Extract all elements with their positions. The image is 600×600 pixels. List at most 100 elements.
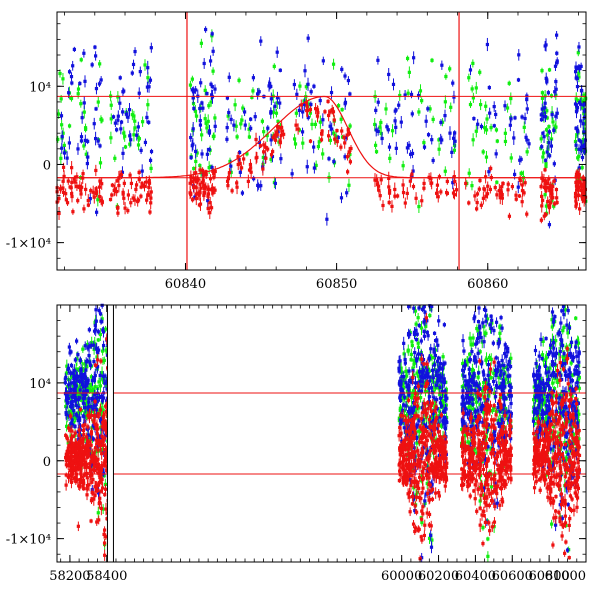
green-data-point [265, 133, 269, 138]
red-data-point [346, 170, 350, 174]
green-data-point [260, 119, 264, 123]
green-data-point [188, 83, 193, 87]
red-data-point [543, 180, 547, 184]
blue-data-point [542, 431, 546, 435]
green-data-point [577, 154, 581, 158]
red-data-point [204, 173, 208, 177]
blue-data-point [410, 112, 414, 116]
blue-data-point [312, 145, 316, 149]
blue-data-point [126, 115, 130, 119]
blue-data-point [344, 135, 348, 140]
blue-data-point [579, 88, 584, 93]
green-data-point [411, 389, 416, 393]
green-data-point [486, 537, 490, 541]
red-data-point [236, 162, 240, 167]
blue-data-point [575, 108, 579, 112]
red-data-point [209, 206, 214, 210]
blue-data-point [78, 81, 82, 86]
red-data-point [387, 188, 392, 193]
green-data-point [581, 99, 586, 103]
blue-data-point [582, 130, 586, 134]
red-data-point [86, 203, 90, 207]
red-data-point [410, 172, 414, 176]
blue-data-point [92, 122, 96, 126]
red-data-point [387, 185, 391, 189]
blue-data-point [492, 379, 496, 384]
green-data-point [416, 341, 420, 345]
green-data-point [398, 93, 402, 98]
green-data-point [476, 375, 480, 379]
green-data-point [487, 393, 491, 398]
blue-data-point [574, 413, 578, 417]
red-data-point [126, 193, 130, 197]
blue-data-point [531, 419, 536, 423]
blue-data-point [462, 349, 466, 353]
blue-data-point [550, 360, 555, 364]
red-data-point [375, 178, 379, 182]
blue-data-point [118, 76, 122, 80]
blue-data-point [417, 306, 421, 310]
red-data-point [445, 191, 449, 195]
green-data-point [580, 166, 584, 170]
red-data-point [275, 125, 280, 129]
red-data-point [435, 183, 440, 187]
blue-data-point [82, 51, 86, 55]
y-tick-label: -1×10⁴ [6, 237, 51, 252]
green-data-point [65, 415, 69, 419]
blue-data-point [266, 126, 270, 130]
blue-data-point [149, 149, 154, 154]
green-data-point [505, 106, 510, 110]
green-data-point [198, 163, 202, 168]
blue-data-point [269, 110, 273, 114]
green-data-point [101, 408, 105, 412]
green-data-point [401, 164, 405, 168]
blue-data-point [549, 373, 553, 377]
blue-data-point [575, 105, 580, 110]
green-data-point [122, 131, 126, 135]
green-data-point [562, 325, 566, 330]
green-data-point [85, 364, 89, 368]
red-data-point [70, 191, 74, 196]
red-data-point [198, 168, 202, 172]
green-data-point [251, 89, 255, 93]
green-data-point [574, 316, 578, 320]
blue-data-point [489, 326, 493, 331]
blue-data-point [321, 59, 325, 63]
green-data-point [104, 348, 108, 352]
green-data-point [332, 131, 336, 135]
blue-data-point [76, 147, 80, 151]
red-data-point [387, 200, 391, 205]
green-data-point [497, 375, 501, 380]
green-data-point [478, 70, 482, 74]
red-data-point [377, 188, 381, 192]
blue-data-point [105, 379, 109, 383]
blue-data-point [577, 65, 581, 69]
green-data-point [98, 384, 103, 388]
blue-data-point [148, 78, 153, 82]
green-data-point [546, 367, 550, 371]
red-data-point [320, 132, 324, 136]
green-data-point [535, 408, 540, 412]
blue-data-point [227, 75, 231, 79]
green-data-point [509, 356, 513, 360]
green-data-point [473, 447, 477, 451]
blue-data-point [87, 353, 91, 358]
green-data-point [485, 448, 489, 452]
blue-data-point [407, 304, 411, 309]
green-data-point [74, 367, 78, 371]
blue-data-point [295, 92, 299, 96]
blue-data-point [267, 84, 271, 88]
blue-data-point [473, 383, 477, 387]
blue-data-point [433, 363, 437, 367]
red-data-point [227, 171, 232, 175]
blue-data-point [540, 413, 544, 417]
blue-data-point [554, 418, 558, 423]
blue-data-point [275, 96, 280, 100]
blue-data-point [420, 384, 424, 388]
red-data-point [72, 177, 76, 181]
blue-data-point [451, 81, 455, 85]
blue-data-point [69, 350, 73, 354]
blue-data-point [330, 127, 334, 131]
green-data-point [484, 128, 489, 132]
blue-data-point [417, 323, 421, 328]
